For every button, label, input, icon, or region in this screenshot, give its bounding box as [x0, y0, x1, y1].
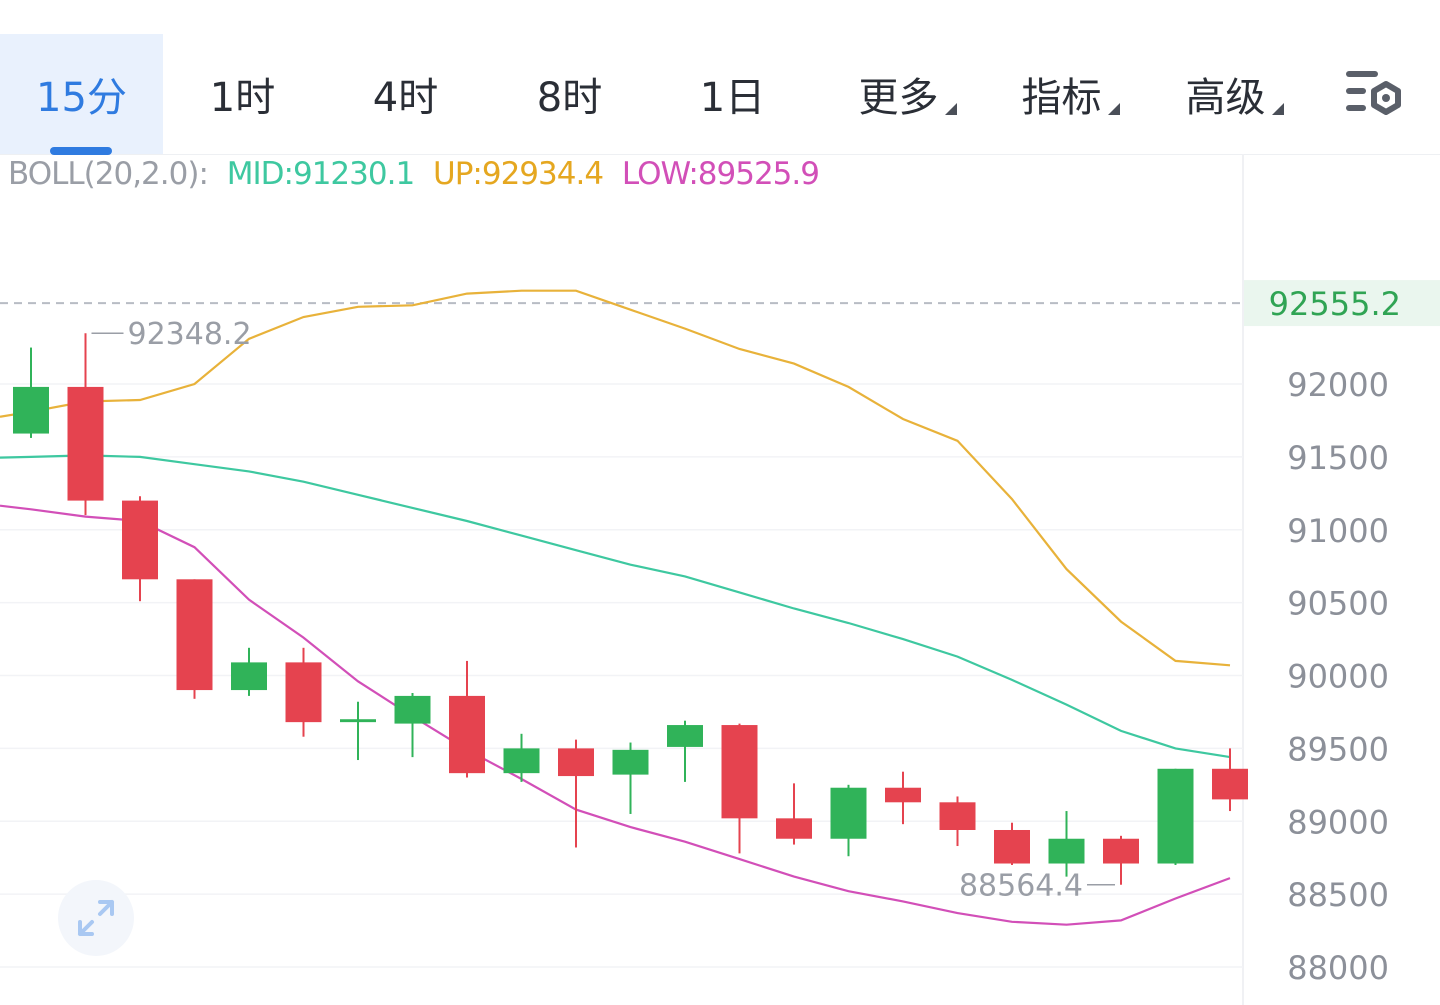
y-tick-label: 90000 — [1287, 658, 1389, 696]
tab-label: 高级 — [1185, 75, 1266, 121]
candle-body — [612, 749, 649, 775]
y-tick-label: 89000 — [1287, 803, 1389, 841]
current-price-tag — [1244, 280, 1440, 327]
candle-body — [939, 802, 976, 830]
boll-low-line — [0, 504, 1231, 926]
dropdown-caret-icon — [944, 103, 957, 115]
boll-up-line — [0, 289, 1231, 667]
tab-15min[interactable]: 15分 — [0, 34, 163, 155]
candle-body — [394, 695, 431, 724]
tab-8h[interactable]: 8时 — [497, 34, 642, 154]
tab-1d[interactable]: 1日 — [660, 34, 805, 154]
candle-body — [13, 386, 49, 434]
y-tick-label: 91000 — [1287, 512, 1389, 550]
candle-body — [1103, 838, 1139, 864]
candle-body — [122, 500, 158, 580]
tab-indicators[interactable]: 指标 — [1003, 34, 1138, 154]
expand-icon — [78, 900, 114, 936]
boll-mid-line — [0, 454, 1231, 759]
candle-body — [231, 662, 267, 691]
candle-body — [558, 748, 594, 777]
candle-body — [830, 787, 867, 839]
tab-more[interactable]: 更多 — [840, 34, 975, 154]
candlestick-chart[interactable]: 92000 91500 91000 90500 90000 89500 89000 88500… — [0, 154, 1440, 1005]
y-tick-label: 88000 — [1287, 949, 1389, 987]
y-tick-label: 89500 — [1287, 730, 1389, 768]
tab-1h[interactable]: 1时 — [170, 34, 315, 154]
tab-4h[interactable]: 4时 — [333, 34, 478, 154]
chart-settings-button[interactable] — [1338, 62, 1408, 128]
tab-label: 更多 — [858, 75, 939, 121]
candle-body — [503, 748, 540, 774]
candle-body — [1048, 838, 1085, 864]
candle-body — [176, 579, 213, 691]
current-price-label: 92555.2 — [1269, 285, 1401, 323]
candle-body — [667, 725, 703, 747]
tab-label: 指标 — [1021, 75, 1102, 121]
tab-label: 1日 — [699, 75, 766, 121]
candle-body — [1157, 768, 1194, 864]
candle-body — [285, 662, 322, 723]
candle-body — [340, 719, 376, 723]
settings-icon — [1346, 71, 1401, 115]
fullscreen-button[interactable] — [58, 880, 134, 956]
boll-mid-value: MID:91230.1 — [226, 156, 415, 192]
dropdown-caret-icon — [1271, 103, 1284, 115]
active-tab-indicator — [50, 147, 112, 155]
candle-body — [1212, 768, 1248, 800]
min-price-label: 88564.4 — [959, 869, 1083, 904]
y-tick-label: 90500 — [1287, 585, 1389, 623]
candle-body — [885, 787, 921, 803]
boll-low-value: LOW:89525.9 — [621, 156, 820, 192]
candle-body — [776, 818, 812, 839]
boll-label: BOLL(20,2.0): — [8, 156, 209, 192]
tab-label: 1时 — [209, 75, 276, 121]
candle-body — [67, 386, 104, 501]
max-price-label: 92348.2 — [128, 317, 252, 352]
candle-body — [449, 695, 485, 774]
candle-body — [721, 725, 758, 819]
y-tick-label: 91500 — [1287, 439, 1389, 477]
y-tick-label: 92000 — [1287, 366, 1389, 404]
timeframe-tab-bar: 15分 1时 4时 8时 1日 更多 指标 高级 — [0, 0, 1440, 155]
tab-label: 15分 — [36, 75, 127, 121]
boll-legend: BOLL(20,2.0): MID:91230.1 UP:92934.4 LOW… — [8, 152, 829, 196]
dropdown-caret-icon — [1107, 103, 1120, 115]
tab-label: 4时 — [372, 75, 439, 121]
tab-advanced[interactable]: 高级 — [1167, 34, 1302, 154]
tab-label: 8时 — [536, 75, 603, 121]
y-tick-label: 88500 — [1287, 876, 1389, 914]
candle-body — [994, 829, 1030, 864]
boll-up-value: UP:92934.4 — [433, 156, 604, 192]
